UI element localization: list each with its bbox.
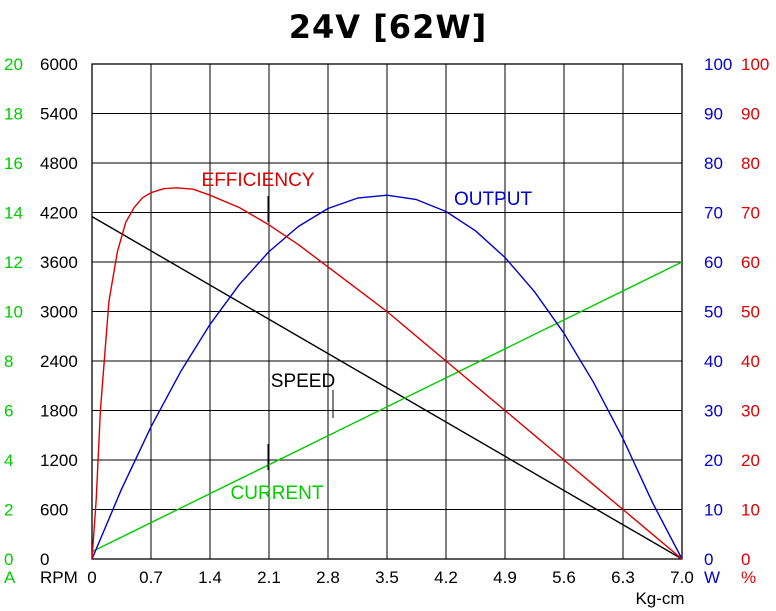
efficiency-tick-label: 60 bbox=[741, 253, 760, 272]
speed-series-line bbox=[91, 215, 683, 560]
grid-lines bbox=[91, 63, 683, 560]
speed-tick-label: 1800 bbox=[40, 402, 78, 421]
output-tick-label: 70 bbox=[704, 204, 723, 223]
efficiency-tick-label: 70 bbox=[741, 204, 760, 223]
current-tick-label: 20 bbox=[4, 55, 23, 74]
efficiency-series-line bbox=[91, 187, 683, 560]
plot-frame bbox=[91, 63, 683, 560]
current-tick-label: 14 bbox=[4, 204, 23, 223]
x-tick-label: 6.3 bbox=[611, 568, 635, 587]
speed-tick-label: 4200 bbox=[40, 204, 78, 223]
efficiency-tick-label: 10 bbox=[741, 501, 760, 520]
efficiency-tick-label: 90 bbox=[741, 105, 760, 124]
x-tick-label: 4.2 bbox=[434, 568, 458, 587]
efficiency-label: EFFICIENCY bbox=[202, 170, 315, 191]
speed-label: SPEED bbox=[271, 371, 335, 392]
speed-tick-label: 4800 bbox=[40, 154, 78, 173]
efficiency-tick-label: 80 bbox=[741, 154, 760, 173]
current-tick-label: 10 bbox=[4, 303, 23, 322]
x-tick-label: 3.5 bbox=[375, 568, 399, 587]
speed-tick-label: 600 bbox=[40, 501, 68, 520]
output-tick-label: 40 bbox=[704, 352, 723, 371]
x-tick-label: 0.7 bbox=[139, 568, 163, 587]
series-layer bbox=[91, 187, 683, 560]
output-tick-label: 90 bbox=[704, 105, 723, 124]
x-tick-label: 1.4 bbox=[198, 568, 222, 587]
output-tick-label: 10 bbox=[704, 501, 723, 520]
chart-title: 24V [62W] bbox=[288, 8, 488, 46]
speed-tick-label: 0 bbox=[40, 550, 49, 569]
x-tick-label: 4.9 bbox=[493, 568, 517, 587]
x-tick-label: 2.8 bbox=[316, 568, 340, 587]
output-tick-label: 50 bbox=[704, 303, 723, 322]
output-tick-label: 100 bbox=[704, 55, 732, 74]
output-tick-label: 20 bbox=[704, 451, 723, 470]
current-tick-label: 18 bbox=[4, 105, 23, 124]
speed-tick-label: 3600 bbox=[40, 253, 78, 272]
output-tick-label: 60 bbox=[704, 253, 723, 272]
current-tick-label: 8 bbox=[4, 352, 13, 371]
current-unit-label: A bbox=[4, 568, 16, 587]
output-label: OUTPUT bbox=[454, 189, 533, 210]
x-axis-ticks: 0 0.7 1.4 2.1 2.8 3.5 4.2 4.9 5.6 6.3 7.0 Kg-cm bbox=[87, 568, 694, 608]
output-tick-label: 30 bbox=[704, 402, 723, 421]
x-tick-label: 5.6 bbox=[552, 568, 576, 587]
current-tick-label: 0 bbox=[4, 550, 13, 569]
speed-tick-label: 1200 bbox=[40, 451, 78, 470]
right-axes-ticks: 0 0 10 10 20 20 30 30 40 40 50 50 60 60 70 70 80 80 90 90 10… bbox=[704, 55, 769, 587]
output-unit-label: W bbox=[704, 568, 720, 587]
current-tick-label: 6 bbox=[4, 402, 13, 421]
current-label: CURRENT bbox=[231, 483, 324, 504]
speed-tick-label: 3000 bbox=[40, 303, 78, 322]
x-axis-label: Kg-cm bbox=[635, 589, 684, 608]
x-tick-label: 0 bbox=[87, 568, 96, 587]
left-axes-ticks: 0 0 2 600 4 1200 6 1800 8 2400 10 3000 12 3600 14 4200 1… bbox=[4, 55, 78, 587]
x-tick-label: 2.1 bbox=[257, 568, 281, 587]
series-labels: EFFICIENCY OUTPUT SPEED CURRENT bbox=[202, 170, 533, 504]
efficiency-tick-label: 30 bbox=[741, 402, 760, 421]
efficiency-tick-label: 100 bbox=[741, 55, 769, 74]
efficiency-tick-label: 20 bbox=[741, 451, 760, 470]
speed-tick-label: 2400 bbox=[40, 352, 78, 371]
speed-tick-label: 5400 bbox=[40, 105, 78, 124]
current-tick-label: 4 bbox=[4, 451, 13, 470]
output-tick-label: 80 bbox=[704, 154, 723, 173]
current-tick-label: 16 bbox=[4, 154, 23, 173]
efficiency-tick-label: 0 bbox=[741, 550, 750, 569]
speed-tick-label: 6000 bbox=[40, 55, 78, 74]
x-tick-label: 7.0 bbox=[670, 568, 694, 587]
output-series-line bbox=[91, 194, 683, 560]
speed-unit-label: RPM bbox=[40, 568, 78, 587]
efficiency-unit-label: % bbox=[741, 568, 756, 587]
efficiency-tick-label: 40 bbox=[741, 352, 760, 371]
current-tick-label: 2 bbox=[4, 501, 13, 520]
current-series-line bbox=[91, 261, 683, 553]
output-tick-label: 0 bbox=[704, 550, 713, 569]
efficiency-tick-label: 50 bbox=[741, 303, 760, 322]
current-tick-label: 12 bbox=[4, 253, 23, 272]
